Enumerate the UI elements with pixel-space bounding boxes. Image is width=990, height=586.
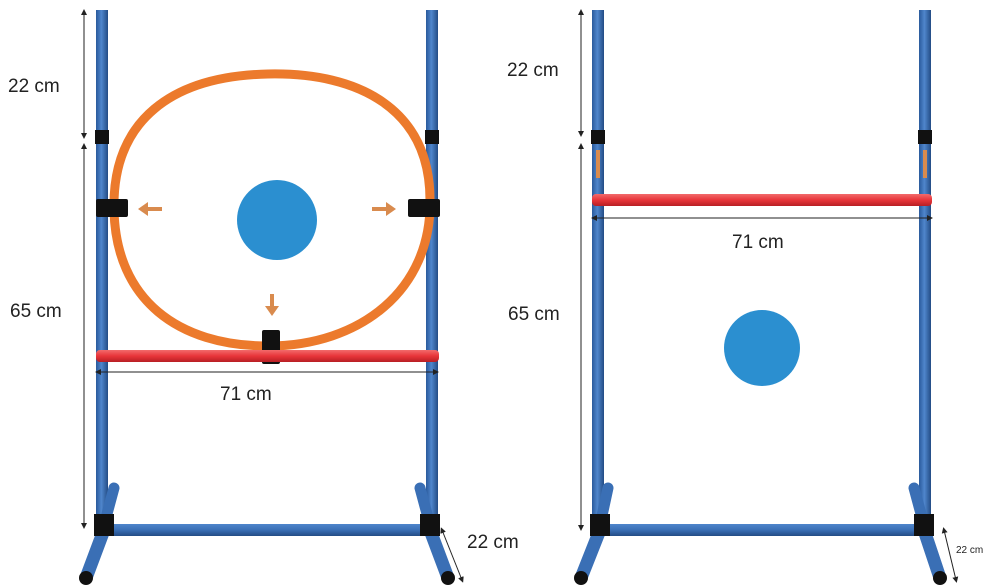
left-base-depth-dimension bbox=[440, 527, 464, 583]
right-base-depth-dimension bbox=[941, 527, 959, 583]
arrow-right-icon bbox=[372, 202, 396, 216]
right-frame-right-pole bbox=[919, 10, 931, 530]
left-frame-corner-joint bbox=[94, 514, 114, 536]
right-frame-foot-cap bbox=[574, 571, 588, 585]
right-top-height-label: 22 cm bbox=[507, 60, 559, 81]
hoop-clamp-right bbox=[408, 199, 440, 217]
target-dot-icon bbox=[724, 310, 800, 386]
right-bar-width-label: 71 cm bbox=[732, 232, 784, 253]
right-frame-foot-cap bbox=[933, 571, 947, 585]
left-base-depth-label: 22 cm bbox=[467, 532, 519, 553]
left-frame-red-bar bbox=[96, 350, 439, 362]
left-frame-corner-joint bbox=[420, 514, 440, 536]
left-main-height-label: 65 cm bbox=[10, 301, 62, 322]
right-frame-base-bar bbox=[600, 524, 928, 536]
right-frame-slide-marker-left bbox=[596, 150, 600, 178]
right-frame: 22 cm 65 cm 71 cm 22 cm bbox=[507, 9, 983, 585]
arrow-down-icon bbox=[265, 294, 279, 316]
right-frame-slide-marker-right bbox=[923, 150, 927, 178]
left-frame: 22 cm 65 cm 71 cm 22 cm bbox=[8, 9, 519, 585]
right-frame-clip-left bbox=[591, 130, 605, 144]
right-frame-red-bar bbox=[592, 194, 932, 206]
left-frame-clip-left bbox=[95, 130, 109, 144]
right-main-height-label: 65 cm bbox=[508, 304, 560, 325]
right-base-depth-label: 22 cm bbox=[956, 545, 983, 556]
left-frame-base-bar bbox=[104, 524, 434, 536]
right-frame-corner-joint bbox=[914, 514, 934, 536]
right-frame-corner-joint bbox=[590, 514, 610, 536]
arrow-left-icon bbox=[138, 202, 162, 216]
left-frame-clip-right bbox=[425, 130, 439, 144]
target-dot-icon bbox=[237, 180, 317, 260]
right-frame-left-pole bbox=[592, 10, 604, 530]
left-frame-left-pole bbox=[96, 10, 108, 530]
left-frame-foot-cap bbox=[79, 571, 93, 585]
left-bar-width-label: 71 cm bbox=[220, 384, 272, 405]
left-top-height-label: 22 cm bbox=[8, 76, 60, 97]
left-frame-foot-cap bbox=[441, 571, 455, 585]
hoop-clamp-left bbox=[96, 199, 128, 217]
right-frame-foot-right bbox=[917, 523, 947, 585]
right-frame-foot-left bbox=[574, 523, 607, 585]
left-frame-right-pole bbox=[426, 10, 438, 530]
right-frame-clip-right bbox=[918, 130, 932, 144]
left-frame-foot-left bbox=[79, 523, 111, 585]
